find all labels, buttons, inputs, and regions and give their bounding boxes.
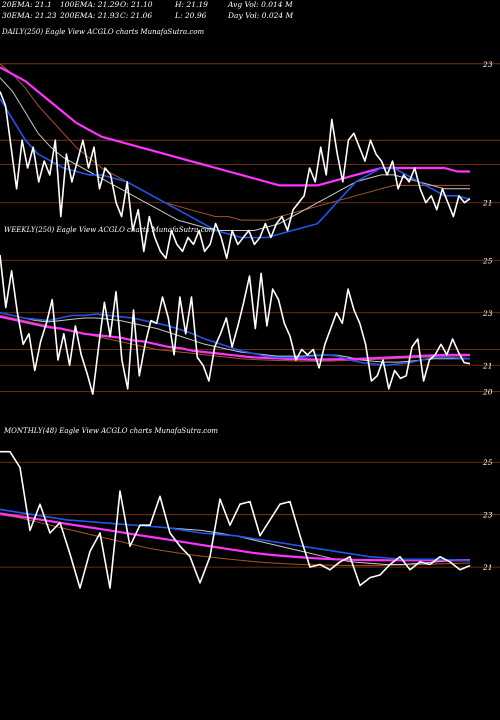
- daily-ema-slow-line: [0, 66, 470, 187]
- weekly-ema-mid-line: [0, 312, 470, 363]
- monthly-price-line: [0, 450, 471, 589]
- weekly-tick-label: 25: [482, 256, 493, 265]
- monthly-tick-label: 23: [482, 511, 493, 520]
- weekly-chart: 25 23 21 20: [0, 254, 500, 397]
- monthly-tick-label: 25: [482, 458, 493, 467]
- weekly-price-line: [0, 254, 471, 395]
- weekly-ema-slow-line: [0, 315, 470, 361]
- header-high: H: 21.19: [175, 0, 208, 9]
- monthly-ema-fast-line: [0, 508, 471, 562]
- daily-tick-label: 21: [482, 199, 493, 208]
- daily-chart: 23 21: [0, 60, 500, 260]
- monthly-panel-label: MONTHLY(48) Eagle View ACGLO charts Muna…: [4, 427, 219, 435]
- header-day-vol: Day Vol: 0.024 M: [228, 11, 294, 20]
- daily-ema-long-line: [0, 63, 470, 221]
- header-ema100: 100EMA: 21.29: [60, 0, 120, 9]
- header-open: O: 21.10: [120, 0, 153, 9]
- monthly-tick-label: 21: [482, 563, 493, 572]
- header-ema30: 30EMA: 21.23: [2, 11, 57, 20]
- monthly-ema-long-line: [0, 514, 471, 567]
- weekly-panel-label: WEEKLY(250) Eagle View ACGLO charts Muna…: [4, 226, 216, 234]
- daily-tick-label: 23: [482, 60, 493, 69]
- header-close: C: 21.06: [120, 11, 153, 20]
- weekly-tick-label: 20: [482, 388, 493, 397]
- weekly-tick-label: 21: [482, 361, 493, 370]
- monthly-chart: 25 23 21: [0, 450, 500, 589]
- header-ema200: 200EMA: 21.93: [60, 11, 120, 20]
- header-ema20: 20EMA: 21.1: [2, 0, 52, 9]
- daily-ema-mid-line: [0, 77, 470, 231]
- daily-price-line: [0, 91, 471, 260]
- weekly-ema-fast-line: [0, 312, 471, 367]
- monthly-ema-slow-line: [0, 512, 470, 562]
- header-avg-vol: Avg Vol: 0.014 M: [228, 0, 293, 9]
- weekly-tick-label: 23: [482, 309, 493, 318]
- header-low: L: 20.96: [175, 11, 207, 20]
- daily-panel-label: DAILY(250) Eagle View ACGLO charts Munaf…: [2, 28, 205, 36]
